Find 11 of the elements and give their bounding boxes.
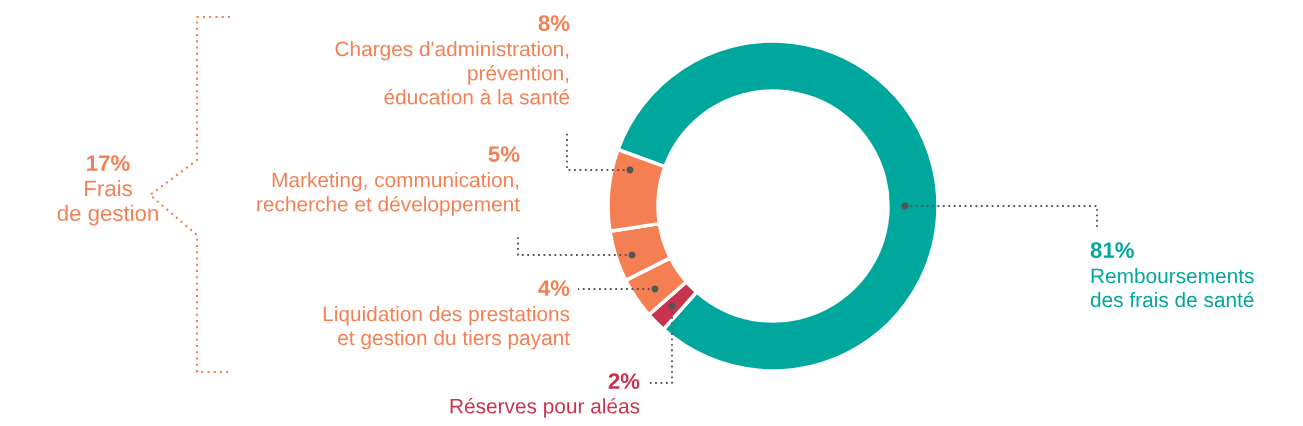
slice-label: Liquidation des prestations et gestion du tiers payant (323, 306, 570, 350)
slice-label: Réserves pour aléas (450, 398, 640, 418)
slice-label: Marketing, communication, recherche et développement (257, 172, 520, 216)
data-label: 81% (1090, 242, 1134, 258)
data-label: 2% (608, 373, 640, 389)
text: 17% Frais de gestion (57, 155, 158, 226)
data-label: 8% (538, 15, 570, 31)
slice-label: Remboursements des frais de santé (1090, 268, 1254, 308)
slice-label: Charges d'administration, prévention, éducation à la santé (335, 41, 570, 105)
data-label: 5% (488, 146, 520, 162)
data-label: 4% (538, 280, 570, 296)
